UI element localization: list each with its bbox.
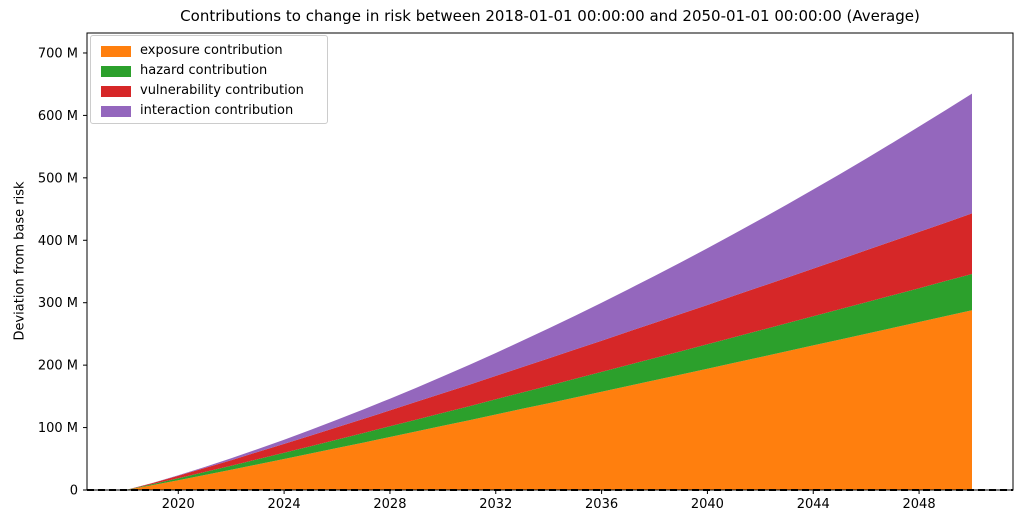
area-exposure — [125, 310, 972, 490]
legend-swatch-icon — [101, 85, 131, 97]
x-tick-label: 2048 — [903, 497, 936, 512]
x-tick-label: 2028 — [373, 497, 406, 512]
legend-swatch-icon — [101, 45, 131, 57]
y-tick-label: 700 M — [38, 46, 78, 61]
x-tick-label: 2024 — [268, 497, 301, 512]
x-tick-label: 2044 — [797, 497, 830, 512]
y-tick-label: 600 M — [38, 109, 78, 124]
legend-swatch-icon — [101, 65, 131, 77]
y-tick-label: 300 M — [38, 296, 78, 311]
y-tick-label: 100 M — [38, 421, 78, 436]
legend: exposure contribution hazard contribution… — [90, 35, 328, 124]
y-tick-label: 200 M — [38, 359, 78, 374]
legend-label: exposure contribution — [140, 43, 283, 58]
legend-item: exposure contribution — [101, 41, 319, 61]
legend-label: interaction contribution — [140, 103, 294, 118]
legend-item: interaction contribution — [101, 101, 319, 121]
legend-item: vulnerability contribution — [101, 81, 319, 101]
y-tick-label: 400 M — [38, 234, 78, 249]
legend-item: hazard contribution — [101, 61, 319, 81]
legend-label: vulnerability contribution — [140, 83, 304, 98]
x-tick-label: 2020 — [162, 497, 195, 512]
legend-label: hazard contribution — [140, 63, 268, 78]
y-tick-label: 500 M — [38, 171, 78, 186]
legend-swatch-icon — [101, 105, 131, 117]
chart-title: Contributions to change in risk between … — [180, 7, 920, 25]
x-tick-label: 2040 — [691, 497, 724, 512]
axes-spines — [86, 32, 1014, 491]
y-tick-label: 0 — [70, 484, 78, 499]
x-tick-label: 2036 — [585, 497, 618, 512]
x-tick-label: 2032 — [479, 497, 512, 512]
